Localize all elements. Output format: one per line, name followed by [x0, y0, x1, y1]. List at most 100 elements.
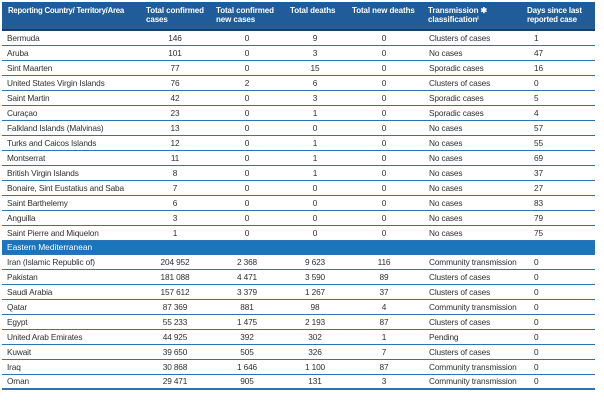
total-confirmed-new-cases-cell: 3 379 — [210, 284, 284, 300]
country-cell: Bonaire, Sint Eustatius and Saba — [2, 180, 140, 196]
days-since-last-reported-case-cell: 0 — [521, 254, 595, 270]
transmission-classification-cell: No cases — [422, 180, 521, 196]
total-new-deaths-cell: 0 — [346, 45, 422, 61]
total-new-deaths-cell: 0 — [346, 225, 422, 241]
country-cell: Montserrat — [2, 150, 140, 166]
country-cell: Curaçao — [2, 105, 140, 121]
section-header-row: Eastern Mediterranean — [2, 240, 595, 255]
days-since-last-reported-case-cell: 79 — [521, 210, 595, 226]
days-since-last-reported-case-cell: 83 — [521, 195, 595, 211]
total-confirmed-cases-cell: 157 612 — [140, 284, 210, 300]
table-row: Egypt 55 233 1 475 2 193 87 Clusters of cases… — [2, 314, 595, 330]
days-since-last-reported-case-cell: 0 — [521, 374, 595, 390]
total-new-deaths-cell: 0 — [346, 75, 422, 91]
country-cell: Sint Maarten — [2, 60, 140, 76]
total-new-deaths-cell: 7 — [346, 344, 422, 360]
total-confirmed-cases-cell: 44 925 — [140, 329, 210, 345]
country-cell: Egypt — [2, 314, 140, 330]
total-confirmed-new-cases-cell: 0 — [210, 60, 284, 76]
total-new-deaths-cell: 1 — [346, 329, 422, 345]
total-confirmed-new-cases-cell: 0 — [210, 45, 284, 61]
total-new-deaths-cell: 87 — [346, 359, 422, 375]
table-row: Saint Barthelemy 6 0 0 0 No cases 83 — [2, 195, 595, 211]
total-confirmed-new-cases-cell: 0 — [210, 180, 284, 196]
total-new-deaths-cell: 4 — [346, 299, 422, 315]
days-since-last-reported-case-cell: 0 — [521, 75, 595, 91]
country-cell: Oman — [2, 374, 140, 390]
days-since-last-reported-case-cell: 69 — [521, 150, 595, 166]
transmission-classification-cell: Clusters of cases — [422, 30, 521, 46]
total-new-deaths-cell: 0 — [346, 90, 422, 106]
transmission-classification-cell: Clusters of cases — [422, 269, 521, 285]
total-deaths-cell: 3 — [284, 45, 346, 61]
total-confirmed-new-cases-cell: 0 — [210, 210, 284, 226]
days-since-last-reported-case-cell: 37 — [521, 165, 595, 181]
column-header-country: Reporting Country/ Territory/Area — [2, 2, 140, 31]
total-deaths-cell: 9 — [284, 30, 346, 46]
table-row: Montserrat 11 0 1 0 No cases 69 — [2, 150, 595, 166]
table-body: Bermuda 146 0 9 0 Clusters of cases 1 Aruba 101 0… — [2, 30, 595, 390]
days-since-last-reported-case-cell: 27 — [521, 180, 595, 196]
total-confirmed-cases-cell: 6 — [140, 195, 210, 211]
total-confirmed-cases-cell: 77 — [140, 60, 210, 76]
total-deaths-cell: 1 — [284, 105, 346, 121]
column-header-total-deaths: Total deaths — [284, 2, 346, 31]
table-row: Pakistan 181 088 4 471 3 590 89 Clusters of c… — [2, 269, 595, 285]
total-confirmed-new-cases-cell: 0 — [210, 105, 284, 121]
transmission-classification-cell: Clusters of cases — [422, 344, 521, 360]
total-new-deaths-cell: 0 — [346, 165, 422, 181]
header-row: Reporting Country/ Territory/Area Total … — [2, 2, 595, 31]
table-row: Saint Martin 42 0 3 0 Sporadic cases 5 — [2, 90, 595, 106]
table-row: Sint Maarten 77 0 15 0 Sporadic cases 16 — [2, 60, 595, 76]
total-deaths-cell: 15 — [284, 60, 346, 76]
table-row: Iraq 30 868 1 646 1 100 87 Community transmis… — [2, 359, 595, 375]
country-cell: Kuwait — [2, 344, 140, 360]
days-since-last-reported-case-cell: 5 — [521, 90, 595, 106]
table-row: Falkland Islands (Malvinas) 13 0 0 0 No cases… — [2, 120, 595, 136]
country-cell: British Virgin Islands — [2, 165, 140, 181]
total-confirmed-cases-cell: 181 088 — [140, 269, 210, 285]
total-deaths-cell: 1 — [284, 150, 346, 166]
days-since-last-reported-case-cell: 0 — [521, 299, 595, 315]
total-confirmed-new-cases-cell: 0 — [210, 225, 284, 241]
country-cell: Aruba — [2, 45, 140, 61]
total-confirmed-new-cases-cell: 0 — [210, 195, 284, 211]
table-row: United Arab Emirates 44 925 392 302 1 Pending… — [2, 329, 595, 345]
total-new-deaths-cell: 89 — [346, 269, 422, 285]
transmission-classification-cell: No cases — [422, 150, 521, 166]
transmission-classification-cell: No cases — [422, 165, 521, 181]
days-since-last-reported-case-cell: 55 — [521, 135, 595, 151]
total-confirmed-cases-cell: 11 — [140, 150, 210, 166]
total-confirmed-new-cases-cell: 1 646 — [210, 359, 284, 375]
total-deaths-cell: 326 — [284, 344, 346, 360]
days-since-last-reported-case-cell: 47 — [521, 45, 595, 61]
transmission-classification-cell: Community transmission — [422, 254, 521, 270]
total-confirmed-new-cases-cell: 0 — [210, 150, 284, 166]
total-deaths-cell: 9 623 — [284, 254, 346, 270]
table-row: Qatar 87 369 881 98 4 Community transmission 0 — [2, 299, 595, 315]
total-confirmed-new-cases-cell: 505 — [210, 344, 284, 360]
section-header-label: Eastern Mediterranean — [2, 240, 595, 255]
column-header-transmission-classification: Transmission ✱ classificationⁱ — [422, 2, 521, 31]
total-confirmed-cases-cell: 76 — [140, 75, 210, 91]
total-confirmed-cases-cell: 8 — [140, 165, 210, 181]
total-new-deaths-cell: 116 — [346, 254, 422, 270]
days-since-last-reported-case-cell: 0 — [521, 314, 595, 330]
total-confirmed-new-cases-cell: 881 — [210, 299, 284, 315]
transmission-classification-cell: Sporadic cases — [422, 105, 521, 121]
total-deaths-cell: 0 — [284, 195, 346, 211]
country-cell: United Arab Emirates — [2, 329, 140, 345]
table-row: Bermuda 146 0 9 0 Clusters of cases 1 — [2, 30, 595, 46]
total-confirmed-cases-cell: 7 — [140, 180, 210, 196]
total-deaths-cell: 98 — [284, 299, 346, 315]
country-cell: United States Virgin Islands — [2, 75, 140, 91]
total-new-deaths-cell: 0 — [346, 105, 422, 121]
total-confirmed-cases-cell: 1 — [140, 225, 210, 241]
table-row: Saint Pierre and Miquelon 1 0 0 0 No cases 75 — [2, 225, 595, 241]
total-new-deaths-cell: 0 — [346, 60, 422, 76]
total-new-deaths-cell: 3 — [346, 374, 422, 390]
total-new-deaths-cell: 0 — [346, 135, 422, 151]
transmission-classification-cell: No cases — [422, 135, 521, 151]
total-deaths-cell: 1 — [284, 165, 346, 181]
